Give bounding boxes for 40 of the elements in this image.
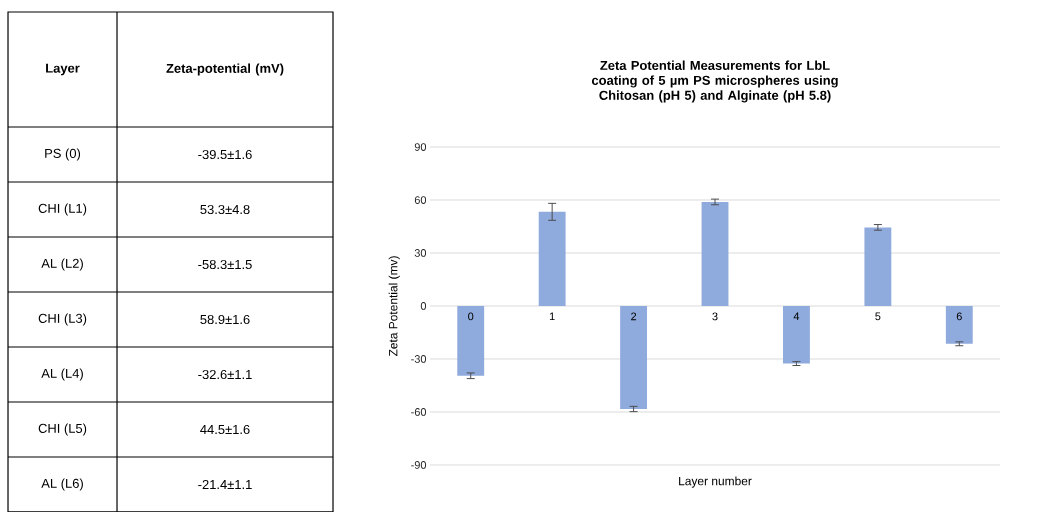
- text: CHI (L3): [38, 313, 87, 326]
- text: AL (L6): [41, 478, 83, 491]
- text: Zeta-potential (mV): [166, 63, 284, 76]
- y-tick-label: -30: [411, 355, 427, 363]
- bar: [457, 305, 485, 376]
- x-tick-label: 6: [956, 312, 962, 321]
- x-tick-label: 2: [631, 312, 637, 321]
- bar: [864, 227, 892, 306]
- bar: [945, 305, 973, 344]
- text: -39.5±1.6: [198, 149, 252, 160]
- x-tick-label: 5: [875, 312, 881, 321]
- y-tick-label: 90: [414, 143, 427, 151]
- text: CHI (L5): [38, 423, 87, 436]
- text: -58.3±1.5: [198, 259, 252, 270]
- text: AL (L4): [41, 368, 83, 381]
- y-tick-label: -90: [411, 461, 427, 469]
- bar: [620, 305, 648, 409]
- x-tick-label: 4: [793, 312, 800, 321]
- bar: [701, 201, 729, 306]
- chart-title: Zeta Potential Measurements for LbL coating of 5 µm PS microspheres using Chitosan (pH 5) and Alginate (pH 5.8): [591, 60, 838, 103]
- bar: [538, 211, 566, 306]
- bar: [783, 305, 810, 364]
- text: 53.3±4.8: [200, 204, 250, 215]
- x-axis-title: Layer number: [679, 476, 752, 488]
- text: 58.9±1.6: [200, 314, 250, 325]
- text: CHI (L1): [38, 203, 87, 216]
- y-tick-label: 60: [414, 196, 427, 204]
- text: PS (0): [45, 148, 81, 161]
- text: -32.6±1.1: [198, 369, 252, 380]
- text: Layer: [46, 63, 80, 76]
- text: AL (L2): [41, 258, 83, 271]
- x-tick-label: 0: [468, 312, 474, 321]
- text: 44.5±1.6: [200, 424, 250, 435]
- x-tick-label: 1: [549, 312, 555, 321]
- y-tick-label: 30: [414, 249, 427, 257]
- x-tick-label: 3: [712, 312, 718, 321]
- y-tick-label: -60: [411, 408, 427, 416]
- text: -21.4±1.1: [198, 479, 252, 490]
- y-tick-label: 0: [420, 302, 427, 310]
- y-axis-title: Zeta Potential (mv): [388, 256, 400, 357]
